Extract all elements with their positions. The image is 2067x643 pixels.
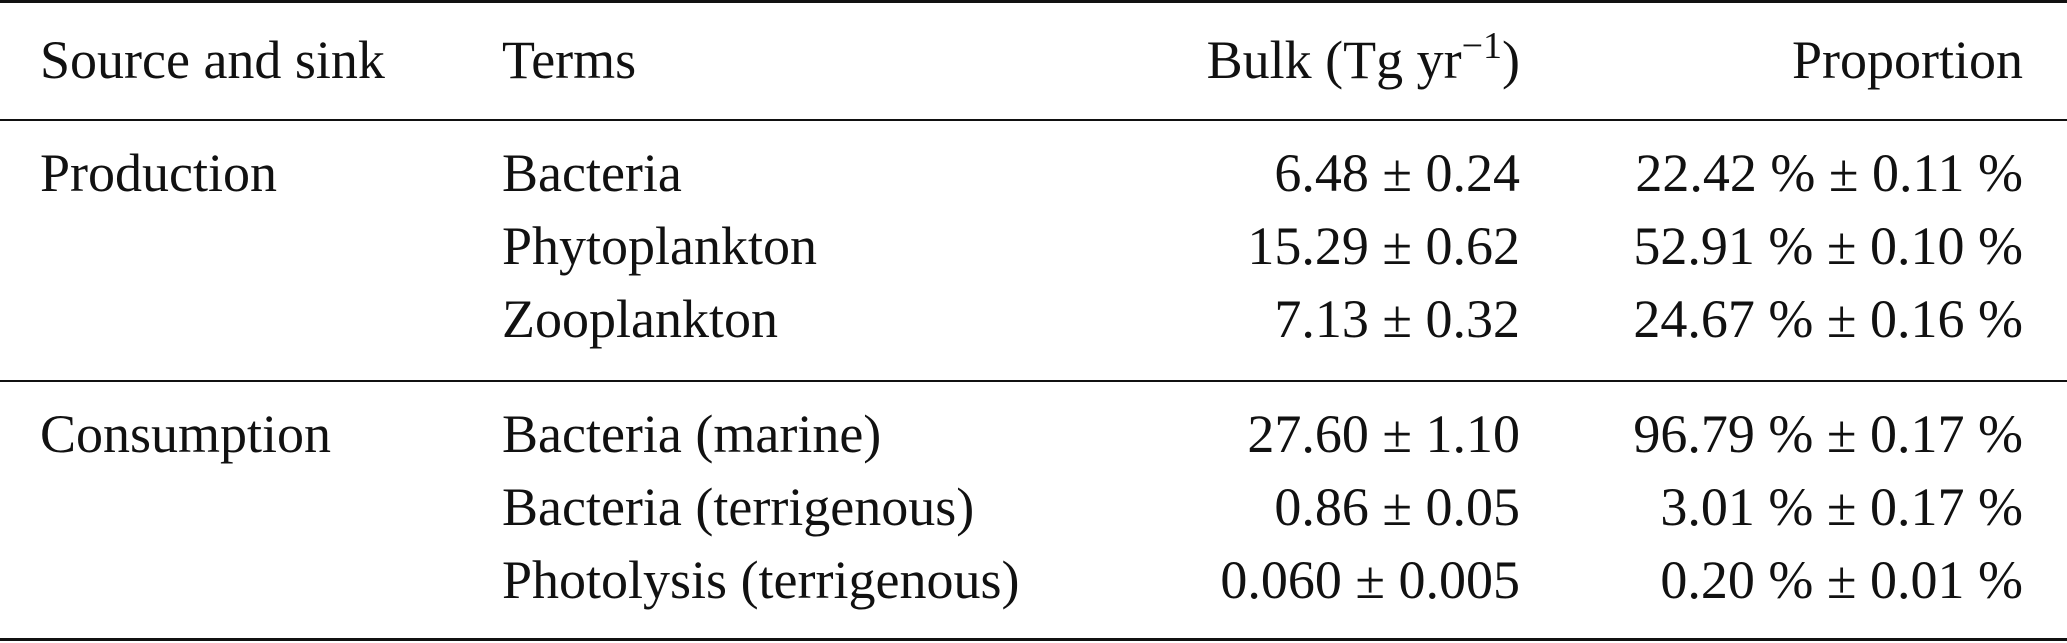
proportion-cell: 22.42 % ± 0.11 % (1635, 143, 2023, 203)
header-text: ) (1502, 30, 1520, 90)
header-cell: Terms (502, 30, 637, 90)
term-cell: Phytoplankton (502, 216, 818, 276)
bulk-cell: 6.48 ± 0.24 (1274, 143, 1520, 203)
term-cell: Bacteria (502, 143, 682, 203)
bottom-rule (0, 638, 2067, 641)
bulk-cell: 7.13 ± 0.32 (1274, 289, 1520, 349)
proportion-cell: 24.67 % ± 0.16 % (1633, 289, 2023, 349)
header-cell: Source and sink (40, 30, 385, 90)
term-cell: Bacteria (marine) (502, 404, 882, 464)
term-cell: Zooplankton (502, 289, 778, 349)
proportion-cell: 96.79 % ± 0.17 % (1633, 404, 2023, 464)
header-rule (0, 119, 2067, 121)
bulk-cell: 27.60 ± 1.10 (1247, 404, 1520, 464)
header-cell: Bulk (Tg yr−1) (1206, 25, 1520, 92)
header-cell: Proportion (1791, 30, 2023, 90)
term-cell: Bacteria (terrigenous) (502, 477, 975, 537)
proportion-cell: 52.91 % ± 0.10 % (1633, 216, 2023, 276)
bulk-cell: 0.86 ± 0.05 (1274, 477, 1520, 537)
bulk-cell: 0.060 ± 0.005 (1220, 550, 1520, 610)
header-text: Bulk (Tg yr (1206, 30, 1462, 90)
group-label: Production (40, 143, 277, 203)
proportion-cell: 0.20 % ± 0.01 % (1660, 550, 2023, 610)
group-label: Consumption (40, 404, 332, 464)
term-cell: Photolysis (terrigenous) (502, 550, 1020, 610)
proportion-cell: 3.01 % ± 0.17 % (1660, 477, 2023, 537)
header-sup: −1 (1461, 25, 1503, 67)
bulk-cell: 15.29 ± 0.62 (1247, 216, 1520, 276)
top-rule (0, 0, 2067, 3)
group-rule (0, 380, 2067, 382)
